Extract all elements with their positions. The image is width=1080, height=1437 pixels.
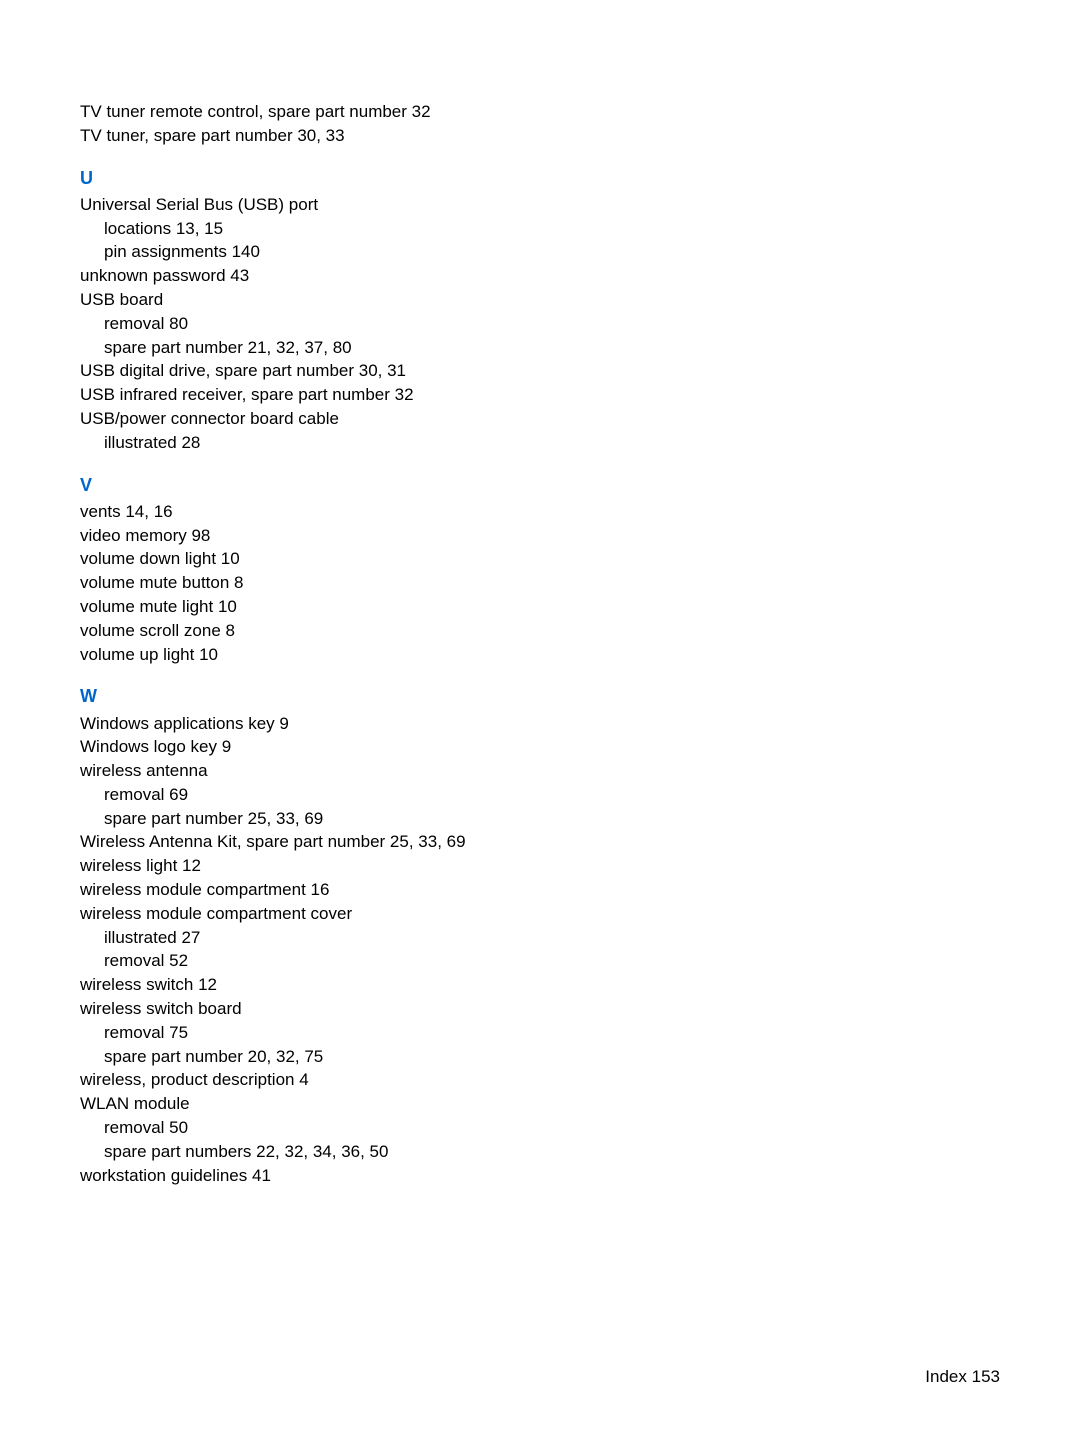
index-heading: U (80, 166, 525, 191)
index-entry: removal 50 (80, 1116, 525, 1140)
index-entry: WLAN module (80, 1092, 525, 1116)
index-entry: removal 80 (80, 312, 525, 336)
index-entry: removal 75 (80, 1021, 525, 1045)
index-entry: wireless module compartment cover (80, 902, 525, 926)
index-entry: locations 13, 15 (80, 217, 525, 241)
index-heading: W (80, 684, 525, 709)
index-entry: removal 52 (80, 949, 525, 973)
index-entry: wireless, product description 4 (80, 1068, 525, 1092)
index-entry: wireless switch 12 (80, 973, 525, 997)
index-entry: TV tuner, spare part number 30, 33 (80, 124, 525, 148)
index-entry: TV tuner remote control, spare part numb… (80, 100, 525, 124)
index-entry: video memory 98 (80, 524, 525, 548)
index-entry: wireless module compartment 16 (80, 878, 525, 902)
index-entry: USB board (80, 288, 525, 312)
index-entry: USB infrared receiver, spare part number… (80, 383, 525, 407)
index-entry: vents 14, 16 (80, 500, 525, 524)
index-entry: Wireless Antenna Kit, spare part number … (80, 830, 525, 854)
index-entry: Universal Serial Bus (USB) port (80, 193, 525, 217)
index-entry: illustrated 27 (80, 926, 525, 950)
index-entry: volume scroll zone 8 (80, 619, 525, 643)
index-entry: pin assignments 140 (80, 240, 525, 264)
index-entry: volume down light 10 (80, 547, 525, 571)
index-entry: wireless antenna (80, 759, 525, 783)
index-entry: wireless switch board (80, 997, 525, 1021)
index-entry: USB/power connector board cable (80, 407, 525, 431)
index-heading: V (80, 473, 525, 498)
index-entry: spare part number 25, 33, 69 (80, 807, 525, 831)
index-entry: spare part number 21, 32, 37, 80 (80, 336, 525, 360)
index-entry: Windows applications key 9 (80, 712, 525, 736)
index-entry: Windows logo key 9 (80, 735, 525, 759)
index-entry: unknown password 43 (80, 264, 525, 288)
index-entry: wireless light 12 (80, 854, 525, 878)
footer-page-number: 153 (972, 1367, 1000, 1386)
index-entry: volume up light 10 (80, 643, 525, 667)
index-entry: USB digital drive, spare part number 30,… (80, 359, 525, 383)
index-page: TV tuner remote control, spare part numb… (0, 0, 1080, 1300)
index-entry: spare part number 20, 32, 75 (80, 1045, 525, 1069)
index-entry: volume mute light 10 (80, 595, 525, 619)
index-entry: illustrated 28 (80, 431, 525, 455)
index-entry: spare part numbers 22, 32, 34, 36, 50 (80, 1140, 525, 1164)
page-footer: Index 153 (925, 1367, 1000, 1387)
index-entry: workstation guidelines 41 (80, 1164, 525, 1188)
index-entry: removal 69 (80, 783, 525, 807)
footer-label: Index (925, 1367, 967, 1386)
index-entry: volume mute button 8 (80, 571, 525, 595)
